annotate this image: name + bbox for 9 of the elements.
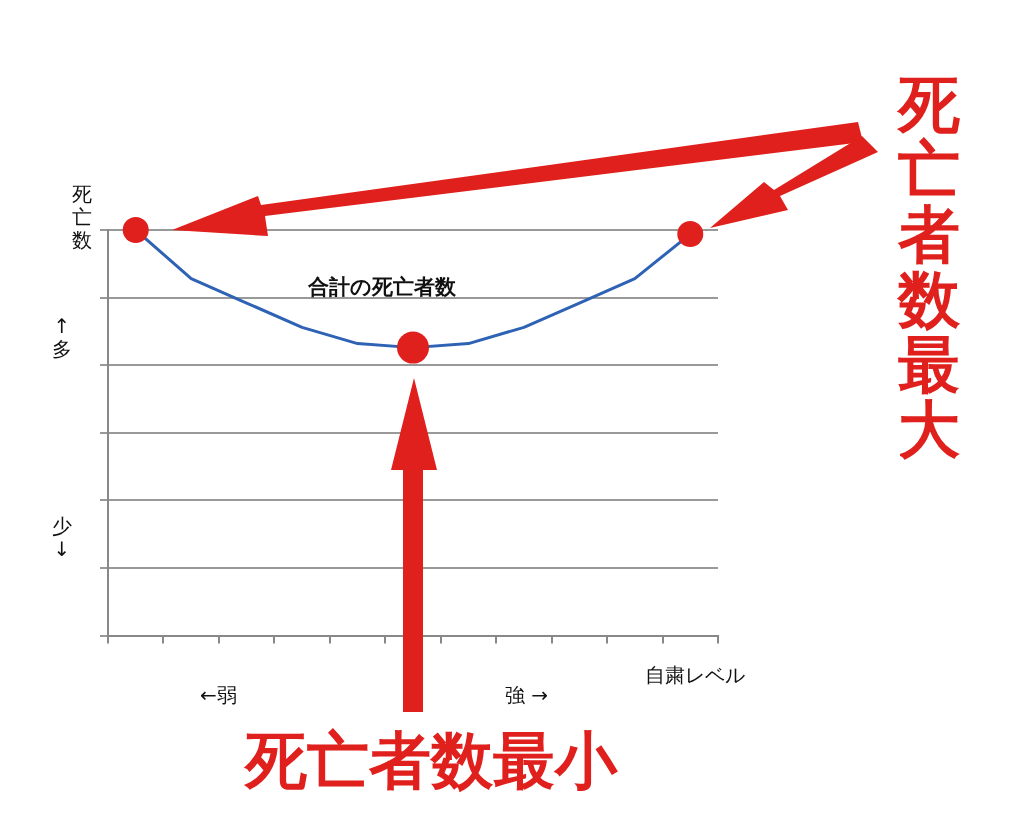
y-axis-title: 死亡数 xyxy=(72,182,92,252)
text: 少 ↓ xyxy=(52,514,72,561)
text: 死亡者数最小 xyxy=(245,724,617,797)
series-label: 合計の死亡者数 xyxy=(308,275,456,300)
text: ↑ 多 xyxy=(52,314,72,361)
text: 死亡者数最大 xyxy=(898,68,960,467)
x-axis-title: 自粛レベル xyxy=(645,663,745,687)
text: 強 → xyxy=(505,683,549,707)
text: ←弱 xyxy=(200,683,237,707)
